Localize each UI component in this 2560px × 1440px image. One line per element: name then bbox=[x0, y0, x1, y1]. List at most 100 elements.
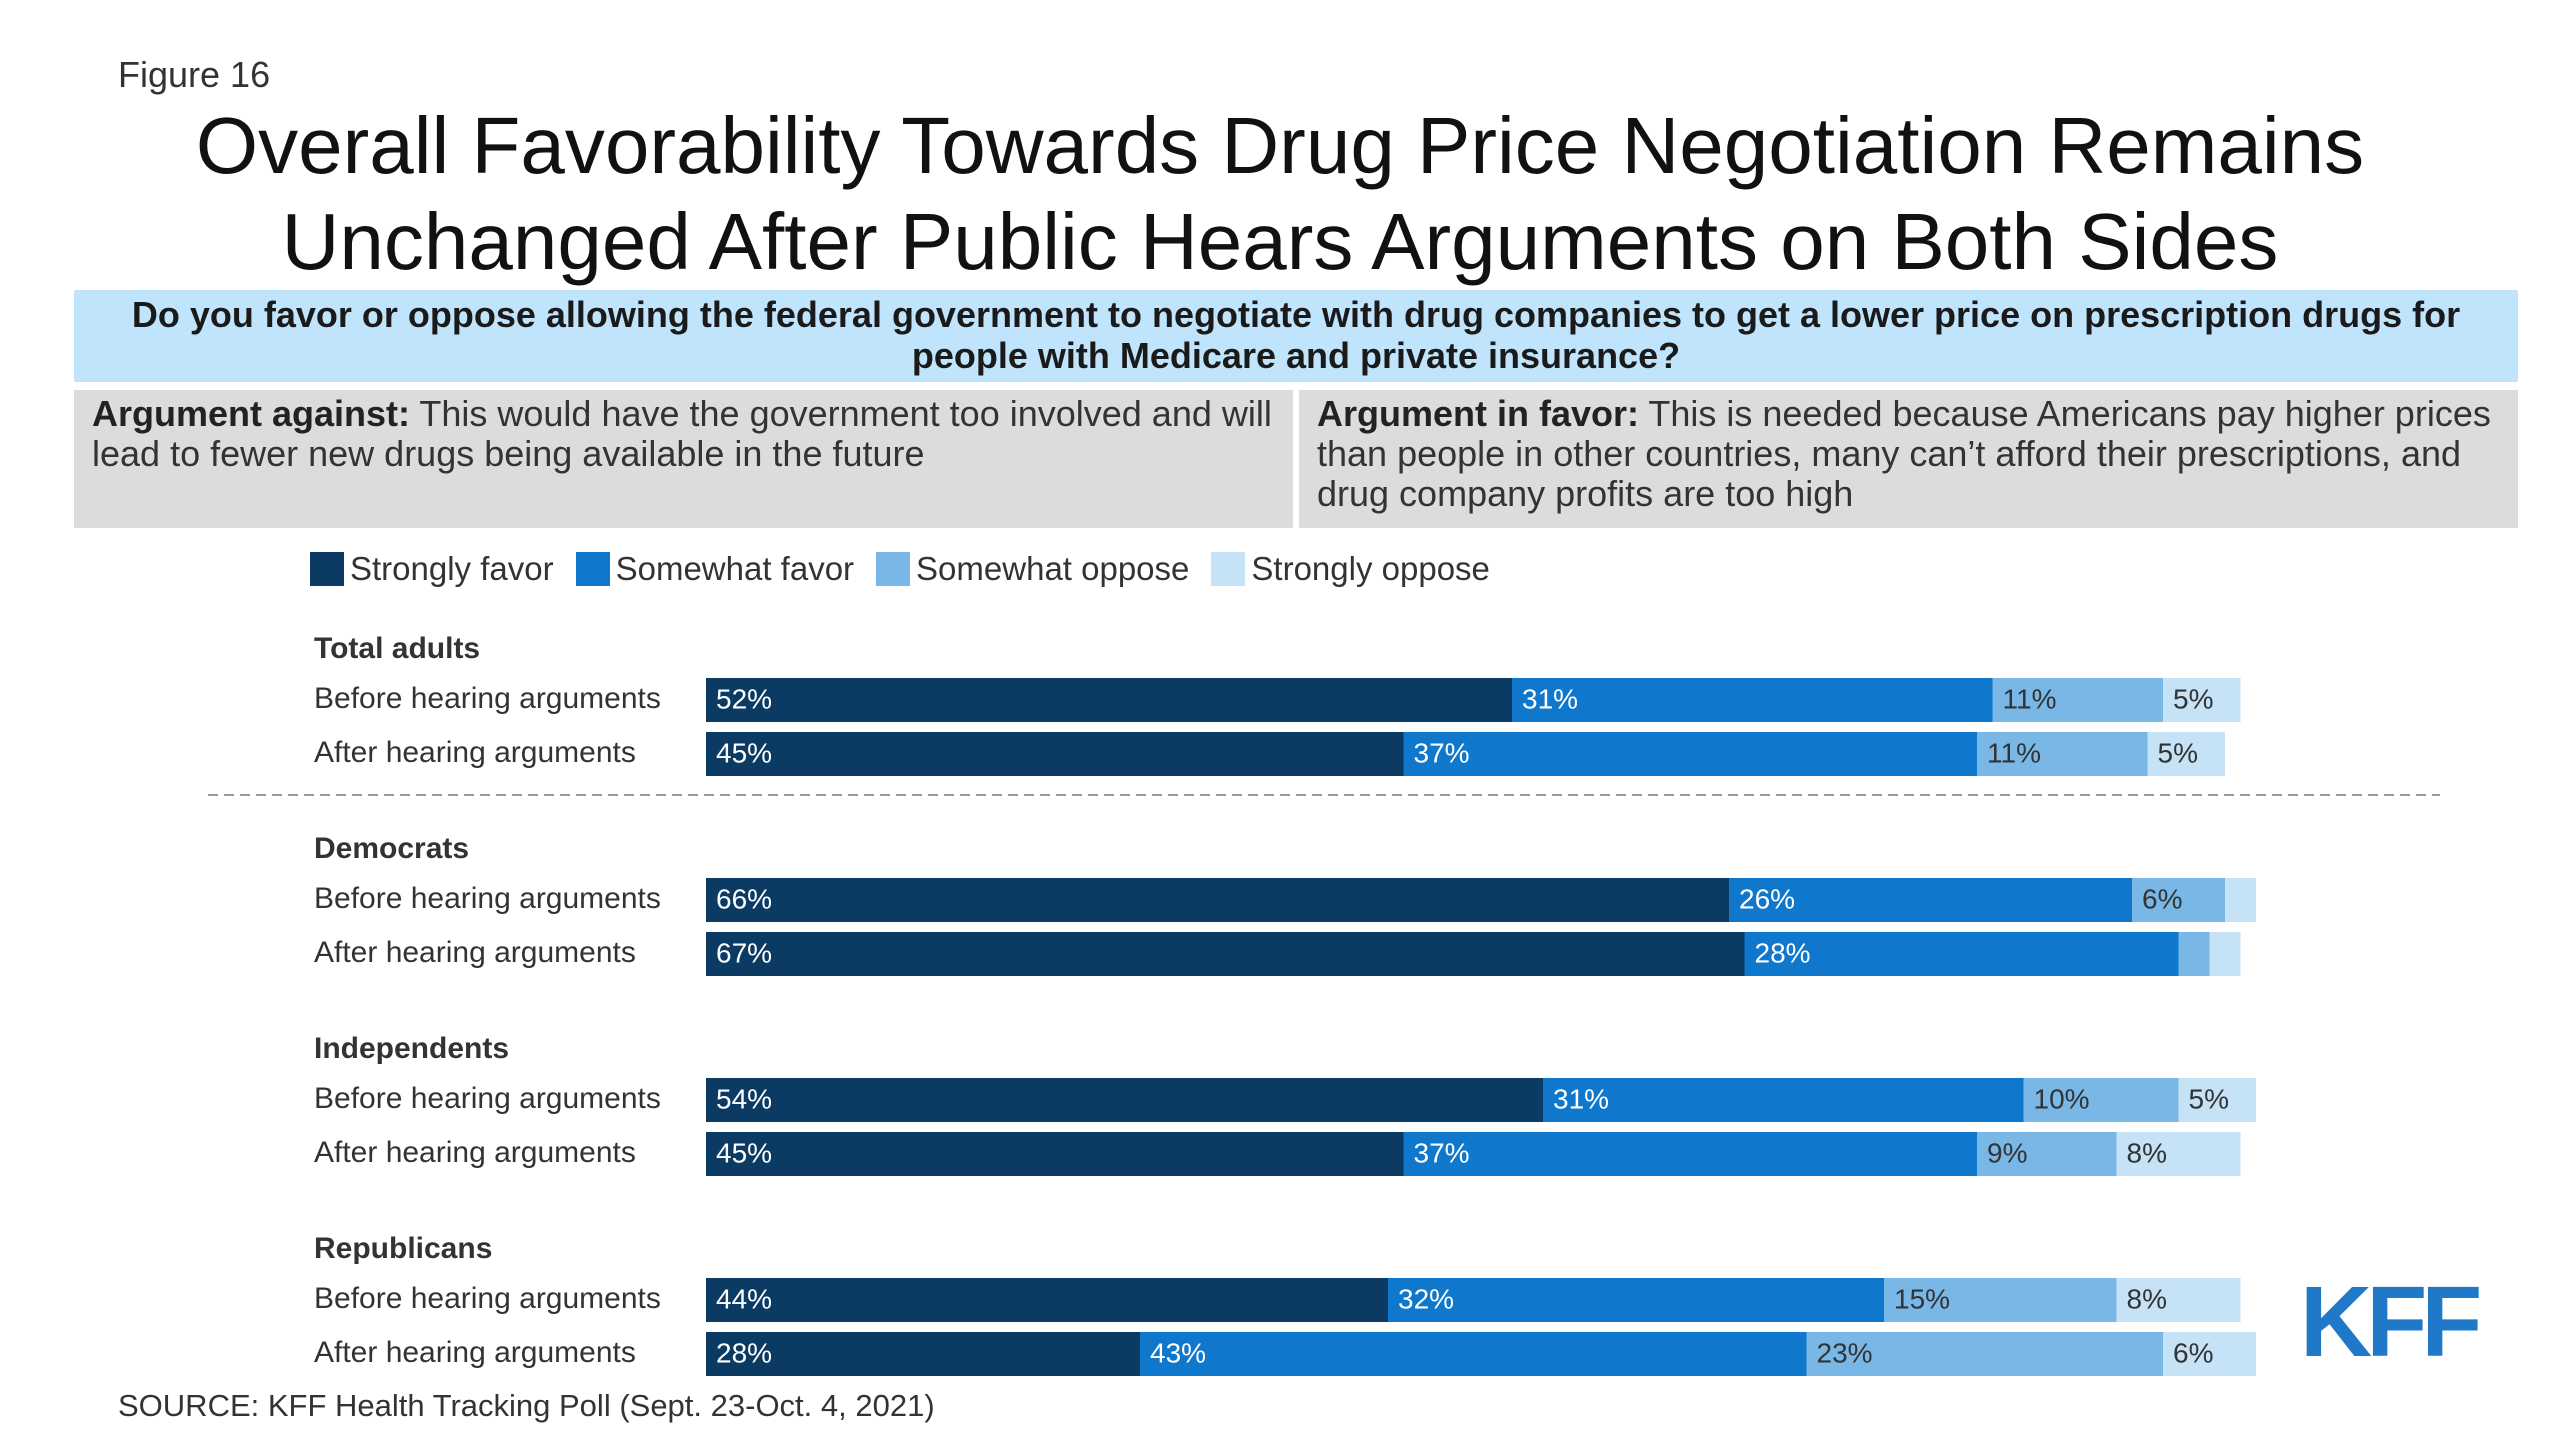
bar-segment bbox=[1729, 878, 2132, 922]
data-label: 10% bbox=[2034, 1083, 2090, 1114]
legend-label-somewhat-favor: Somewhat favor bbox=[615, 550, 855, 587]
data-label: 6% bbox=[2173, 1337, 2213, 1368]
data-label: 8% bbox=[2127, 1137, 2167, 1168]
bar-segment bbox=[1403, 732, 1977, 776]
legend-item-strongly-favor: Strongly favor bbox=[310, 550, 554, 588]
data-label: 37% bbox=[1414, 1137, 1470, 1168]
title-line-1: Overall Favorability Towards Drug Price … bbox=[195, 101, 2365, 190]
bar-segment bbox=[1543, 1078, 2024, 1122]
data-label: 15% bbox=[1894, 1283, 1950, 1314]
data-label: 5% bbox=[2189, 1083, 2229, 1114]
data-label: 66% bbox=[716, 883, 772, 914]
legend-label-somewhat-oppose: Somewhat oppose bbox=[916, 550, 1190, 587]
row-label: Before hearing arguments bbox=[314, 682, 661, 715]
bar-segment bbox=[1140, 1332, 1807, 1376]
argument-against: Argument against: This would have the go… bbox=[74, 390, 1293, 528]
data-label: 45% bbox=[716, 737, 772, 768]
argument-against-text: This would have the government too invol… bbox=[92, 393, 1272, 474]
data-label: 31% bbox=[1522, 683, 1578, 714]
row-label: Before hearing arguments bbox=[314, 1282, 661, 1315]
data-label: 8% bbox=[2127, 1283, 2167, 1314]
row-label: Before hearing arguments bbox=[314, 882, 661, 915]
bar-segment bbox=[2178, 1078, 2256, 1122]
bar-segment bbox=[1806, 1332, 2163, 1376]
argument-favor-text: This is needed because Americans pay hig… bbox=[1317, 393, 2491, 514]
argument-favor: Argument in favor: This is needed becaus… bbox=[1299, 390, 2518, 528]
source-note: SOURCE: KFF Health Tracking Poll (Sept. … bbox=[118, 1388, 935, 1423]
data-label: 45% bbox=[716, 1137, 772, 1168]
legend-swatch-somewhat-oppose bbox=[876, 552, 911, 586]
bar-segment bbox=[2163, 1332, 2256, 1376]
bar-segment bbox=[1992, 678, 2163, 722]
data-label: 28% bbox=[1755, 937, 1811, 968]
row-label: After hearing arguments bbox=[314, 1336, 636, 1369]
figure-label: Figure 16 bbox=[118, 54, 271, 95]
data-label: 37% bbox=[1414, 737, 1470, 768]
bar-segment bbox=[1884, 1278, 2117, 1322]
row-label: After hearing arguments bbox=[314, 936, 636, 969]
bar-segment bbox=[706, 732, 1404, 776]
bar-segment bbox=[2163, 678, 2241, 722]
bar-segment bbox=[2116, 1132, 2241, 1176]
bar-segment bbox=[2023, 1078, 2179, 1122]
data-label: 23% bbox=[1817, 1337, 1873, 1368]
argument-against-label: Argument against: bbox=[92, 393, 411, 434]
data-label: 26% bbox=[1739, 883, 1795, 914]
group-label: Independents bbox=[314, 1032, 509, 1065]
data-label: 9% bbox=[1987, 1137, 2027, 1168]
bar-segment bbox=[706, 878, 1729, 922]
legend-item-strongly-oppose: Strongly oppose bbox=[1211, 550, 1490, 588]
group-label: Republicans bbox=[314, 1232, 492, 1265]
bar-segment bbox=[1977, 732, 2148, 776]
data-label: 6% bbox=[2142, 883, 2182, 914]
survey-question: Do you favor or oppose allowing the fede… bbox=[74, 290, 2518, 382]
data-label: 54% bbox=[716, 1083, 772, 1114]
data-label: 31% bbox=[1553, 1083, 1609, 1114]
data-label: 32% bbox=[1398, 1283, 1454, 1314]
bar-segment bbox=[2116, 1278, 2241, 1322]
row-label: After hearing arguments bbox=[314, 1136, 636, 1169]
bar-segment bbox=[706, 1078, 1543, 1122]
data-label: 52% bbox=[716, 683, 772, 714]
legend-label-strongly-oppose: Strongly oppose bbox=[1251, 550, 1490, 587]
bar-segment bbox=[1388, 1278, 1884, 1322]
legend-swatch-strongly-favor bbox=[310, 552, 344, 586]
bar-segment bbox=[2178, 932, 2210, 976]
bar-segment bbox=[706, 932, 1745, 976]
data-label: 5% bbox=[2173, 683, 2213, 714]
bar-segment bbox=[706, 1278, 1388, 1322]
legend-label-strongly-favor: Strongly favor bbox=[350, 550, 554, 587]
data-label: 11% bbox=[2003, 683, 2057, 714]
title-line-2: Unchanged After Public Hears Arguments o… bbox=[281, 197, 2279, 286]
argument-favor-label: Argument in favor: bbox=[1317, 393, 1640, 434]
bar-segment bbox=[2225, 878, 2256, 922]
bar-segment bbox=[2209, 932, 2241, 976]
data-label: 43% bbox=[1150, 1337, 1206, 1368]
bar-segment bbox=[706, 678, 1512, 722]
bar-segment bbox=[706, 1132, 1404, 1176]
legend-item-somewhat-oppose: Somewhat oppose bbox=[876, 550, 1189, 588]
data-label: 44% bbox=[716, 1283, 772, 1314]
legend-item-somewhat-favor: Somewhat favor bbox=[575, 550, 855, 588]
bar-segment bbox=[1977, 1132, 2117, 1176]
data-label: 5% bbox=[2158, 737, 2198, 768]
bar-segment bbox=[1403, 1132, 1977, 1176]
kff-logo: KFF bbox=[2300, 1266, 2482, 1378]
chart-legend: Strongly favor Somewhat favor Somewhat o… bbox=[310, 550, 1512, 588]
row-label: Before hearing arguments bbox=[314, 1082, 661, 1115]
data-label: 67% bbox=[716, 937, 772, 968]
bar-segment bbox=[1744, 932, 2179, 976]
row-label: After hearing arguments bbox=[314, 736, 636, 769]
arguments-panel: Argument against: This would have the go… bbox=[74, 390, 2518, 528]
bar-segment bbox=[2147, 732, 2225, 776]
bar-segment bbox=[706, 1332, 1140, 1376]
data-label: 11% bbox=[1987, 737, 2041, 768]
bar-segment bbox=[1512, 678, 1993, 722]
chart-title: Overall Favorability Towards Drug Price … bbox=[70, 98, 2490, 290]
legend-swatch-strongly-oppose bbox=[1211, 552, 1246, 586]
group-label: Democrats bbox=[314, 832, 469, 865]
data-label: 28% bbox=[716, 1337, 772, 1368]
bar-segment bbox=[2132, 878, 2225, 922]
group-label: Total adults bbox=[314, 632, 480, 665]
